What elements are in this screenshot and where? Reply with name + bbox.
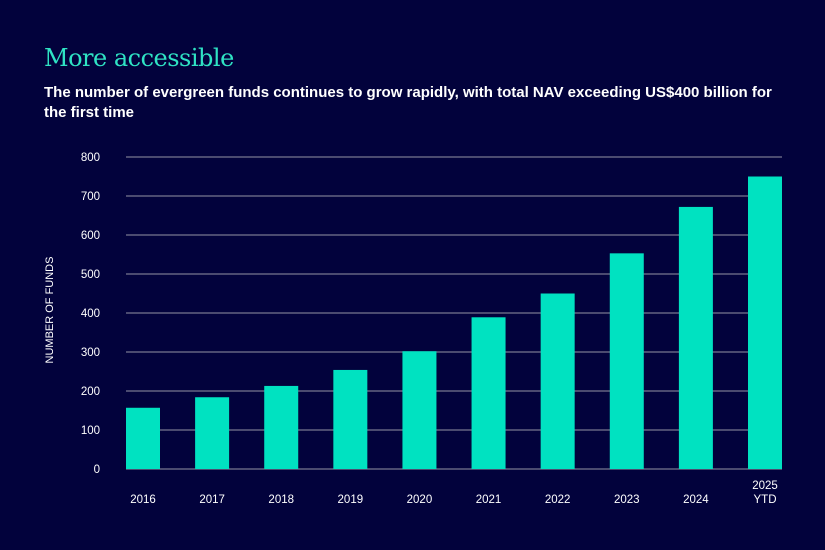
bar bbox=[609, 253, 644, 469]
x-tick-label: 2020 bbox=[407, 494, 433, 506]
x-tick-label: 2024 bbox=[683, 494, 709, 506]
bar bbox=[748, 176, 782, 469]
chart-subtitle: The number of evergreen funds continues … bbox=[44, 84, 772, 121]
x-tick-label: YTD bbox=[754, 494, 777, 506]
y-tick-label: 300 bbox=[81, 347, 100, 359]
bar bbox=[333, 369, 368, 469]
bar bbox=[678, 206, 713, 470]
x-tick-label: 2017 bbox=[199, 494, 225, 506]
y-tick-label: 800 bbox=[81, 152, 100, 164]
x-tick-label: 2018 bbox=[268, 494, 294, 506]
y-tick-label: 100 bbox=[81, 425, 100, 437]
y-tick-label: 600 bbox=[81, 230, 100, 242]
x-tick-label: 2021 bbox=[476, 494, 502, 506]
x-tick-label: 2023 bbox=[614, 494, 640, 506]
bar bbox=[264, 385, 299, 469]
x-tick-label: 2019 bbox=[338, 494, 364, 506]
y-tick-label: 700 bbox=[81, 191, 100, 203]
y-tick-label: 400 bbox=[81, 308, 100, 320]
x-tick-label: 2025 bbox=[752, 480, 778, 492]
y-tick-label: 500 bbox=[81, 269, 100, 281]
bar bbox=[195, 397, 230, 469]
bar bbox=[126, 407, 160, 469]
bar bbox=[471, 317, 506, 469]
chart-title: More accessible bbox=[44, 44, 234, 72]
x-tick-label: 2016 bbox=[130, 494, 156, 506]
bar bbox=[540, 293, 575, 469]
y-tick-label: 0 bbox=[94, 464, 100, 476]
x-tick-label: 2022 bbox=[545, 494, 571, 506]
bar bbox=[402, 351, 437, 469]
y-tick-label: 200 bbox=[81, 386, 100, 398]
